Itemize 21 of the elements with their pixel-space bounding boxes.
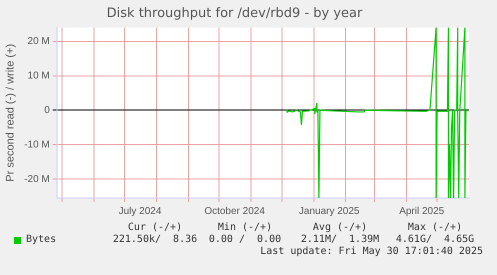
y-tick-label: 0 bbox=[44, 104, 50, 116]
text: Min (-/+) bbox=[218, 222, 272, 233]
y-tick-label: 10 M bbox=[28, 70, 50, 82]
chart-title: Disk throughput for /dev/rbd9 - by year bbox=[106, 6, 364, 22]
text: Avg (-/+) bbox=[312, 222, 368, 233]
y-tick-label: -20 M bbox=[24, 174, 50, 185]
text: 2.11M/ 1.39M bbox=[300, 234, 380, 245]
text: Last update: Fri May 30 17:01:40 2025 bbox=[260, 246, 483, 257]
y-axis-title: Pr second read (-) / write (+) bbox=[4, 44, 17, 182]
text: 4.61G/ 4.65G bbox=[396, 234, 474, 245]
x-tick-label: January 2025 bbox=[298, 206, 360, 217]
x-tick-label: October 2024 bbox=[204, 206, 266, 217]
x-tick-label: April 2025 bbox=[399, 206, 445, 217]
x-tick-label: July 2024 bbox=[118, 206, 162, 217]
legend-label: Bytes bbox=[26, 234, 56, 245]
text: 0.00 / 0.00 bbox=[208, 234, 282, 245]
text: 221.50k/ 8.36 bbox=[112, 234, 198, 245]
y-tick-label: -10 M bbox=[24, 139, 50, 150]
text: Cur (-/+) bbox=[128, 222, 182, 233]
y-tick-label: 20 M bbox=[28, 36, 50, 48]
text: Max (-/+) bbox=[408, 222, 462, 233]
